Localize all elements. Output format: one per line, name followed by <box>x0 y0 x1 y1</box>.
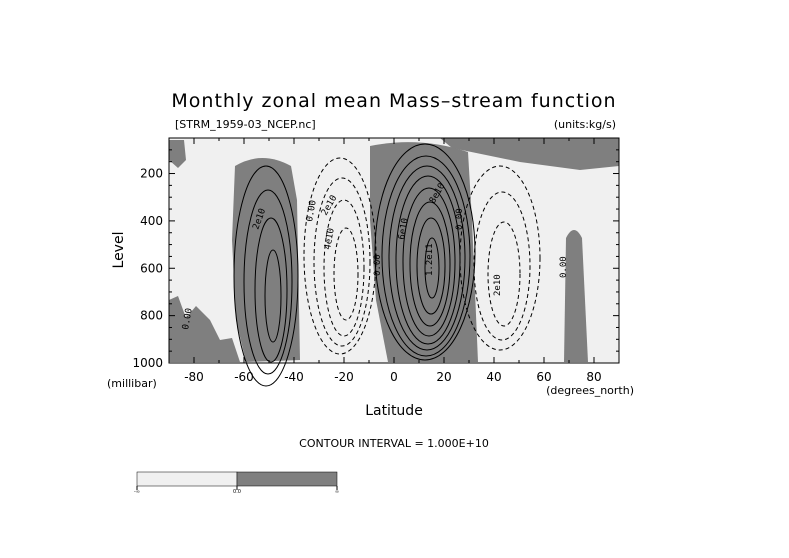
colorbar: -∞ 0.0 ∞ <box>134 471 339 495</box>
contour-tr-5 <box>402 187 456 337</box>
contour-label: 6e10 <box>397 217 411 240</box>
contour-n1-3 <box>323 199 365 337</box>
units-label: (units:kg/s) <box>554 118 616 131</box>
x-tick-label: 40 <box>486 370 501 384</box>
contour-label: 0.00 <box>181 307 195 330</box>
contour-label: 0.00 <box>373 254 383 276</box>
shaded-region-sp-corner <box>169 140 186 168</box>
contour-n2-1 <box>459 165 541 351</box>
colorbar-label: 0.0 <box>233 489 241 495</box>
contour-label: 0.00 <box>305 199 319 222</box>
contour-label: 2e10 <box>493 274 503 296</box>
contour-label: 0.00 <box>455 208 465 230</box>
colorbar-label: ∞ <box>335 489 339 495</box>
contour-sh-4 <box>264 249 282 343</box>
contour-n1-2 <box>313 177 371 347</box>
x-tick-label: -60 <box>234 370 254 384</box>
contour-sh-2 <box>243 189 293 375</box>
negative-contours <box>303 157 541 355</box>
x-axis-title: Latitude <box>365 403 423 419</box>
y-tick-label: 400 <box>140 214 163 228</box>
contour-interval-label: CONTOUR INTERVAL = 1.000E+10 <box>299 437 489 450</box>
contour-n2-2 <box>473 191 531 341</box>
contour-label: 4e10 <box>323 227 337 250</box>
contour-tr-6 <box>409 201 451 327</box>
contour-tr-3 <box>388 165 466 351</box>
x-tick-label: 20 <box>436 370 451 384</box>
y-tick-label: 800 <box>140 309 163 323</box>
contour-tr-7 <box>416 217 446 315</box>
positive-shading <box>169 138 619 362</box>
colorbar-label: -∞ <box>134 489 140 495</box>
x-tick-label: -80 <box>184 370 204 384</box>
contour-n1-4 <box>333 227 359 321</box>
x-tick-label: 80 <box>586 370 601 384</box>
contour-label: 1.2e11 <box>425 243 435 276</box>
contour-labels: 2e10 0.00 2e10 4e10 0.00 6e10 8e10 1.2e1… <box>181 182 569 331</box>
x-tick-label: 60 <box>536 370 551 384</box>
y-tick-label: 600 <box>140 261 163 275</box>
y-axis: 200 400 600 800 1000 <box>132 149 619 370</box>
shaded-region-south-edge <box>169 296 240 362</box>
colorbar-positive-swatch <box>236 471 338 487</box>
contour-tr-8 <box>424 237 440 299</box>
contour-label: 0.00 <box>559 256 569 278</box>
colorbar-negative-swatch <box>136 471 238 487</box>
x-tick-label: 0 <box>390 370 398 384</box>
y-tick-label: 1000 <box>132 356 163 370</box>
x-tick-label: -20 <box>334 370 354 384</box>
contour-n2-3 <box>487 221 521 327</box>
y-axis-title: Level <box>111 232 127 269</box>
file-label: [STRM_1959-03_NCEP.nc] <box>175 118 316 131</box>
x-axis: -80 -60 -40 -20 0 20 40 60 80 <box>168 138 620 384</box>
contour-sh-3 <box>254 217 288 363</box>
x-units-label: (degrees_north) <box>546 384 634 397</box>
shaded-region-sh-cell <box>232 158 300 362</box>
shaded-region-tropical-cell <box>370 142 478 362</box>
shaded-region-nh-top <box>440 138 619 170</box>
chart-title: Monthly zonal mean Mass–stream function <box>171 90 616 112</box>
x-tick-label: -40 <box>284 370 304 384</box>
y-tick-label: 200 <box>140 167 163 181</box>
contour-sh-1 <box>233 165 299 387</box>
contour-n1-1 <box>303 157 377 355</box>
y-units-label: (millibar) <box>107 377 157 390</box>
contour-tr-2 <box>381 155 471 357</box>
shaded-region-polar-cell <box>564 230 588 362</box>
